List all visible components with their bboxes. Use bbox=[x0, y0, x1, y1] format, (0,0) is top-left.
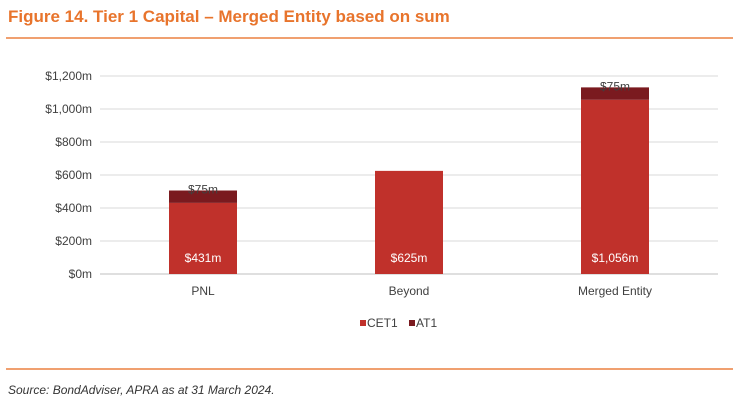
bars bbox=[169, 87, 649, 274]
bar-cet1-1 bbox=[375, 170, 443, 274]
data-labels: $431m $75m $625m $1,056m $75m bbox=[185, 79, 639, 265]
legend-label-at1: AT1 bbox=[416, 316, 437, 330]
title-divider bbox=[6, 37, 733, 39]
y-tick-label: $1,000m bbox=[45, 102, 92, 116]
bar-at1-0 bbox=[169, 190, 237, 203]
source-divider bbox=[6, 368, 733, 370]
legend-swatch-cet1 bbox=[360, 320, 366, 326]
y-tick-label: $800m bbox=[55, 135, 92, 149]
bar-cet1-2 bbox=[581, 99, 649, 274]
bar-cet1-0 bbox=[169, 202, 237, 274]
y-tick-label: $0m bbox=[69, 267, 92, 281]
data-label-cet1: $625m bbox=[391, 251, 428, 265]
x-axis-ticks: PNL Beyond Merged Entity bbox=[191, 284, 652, 298]
x-tick-label: Merged Entity bbox=[578, 284, 652, 298]
y-tick-label: $1,200m bbox=[45, 69, 92, 83]
data-label-cet1: $1,056m bbox=[592, 251, 639, 265]
x-tick-label: Beyond bbox=[389, 284, 430, 298]
data-label-cet1: $431m bbox=[185, 251, 222, 265]
legend-label-cet1: CET1 bbox=[367, 316, 398, 330]
data-label-at1: $75m bbox=[188, 183, 218, 197]
tier1-capital-chart: $0m $200m $400m $600m $800m $1,000m $1,200m $4… bbox=[45, 69, 718, 330]
legend-swatch-at1 bbox=[409, 320, 415, 326]
data-label-at1: $75m bbox=[600, 79, 630, 93]
bar-at1-2 bbox=[581, 87, 649, 100]
legend: CET1 AT1 bbox=[360, 316, 437, 330]
x-tick-label: PNL bbox=[191, 284, 215, 298]
source-note: Source: BondAdviser, APRA as at 31 March… bbox=[8, 383, 275, 397]
y-tick-label: $200m bbox=[55, 234, 92, 248]
y-tick-label: $600m bbox=[55, 168, 92, 182]
y-tick-label: $400m bbox=[55, 201, 92, 215]
figure-title: Figure 14. Tier 1 Capital – Merged Entit… bbox=[8, 7, 450, 26]
y-axis-ticks: $0m $200m $400m $600m $800m $1,000m $1,200m bbox=[45, 69, 92, 281]
